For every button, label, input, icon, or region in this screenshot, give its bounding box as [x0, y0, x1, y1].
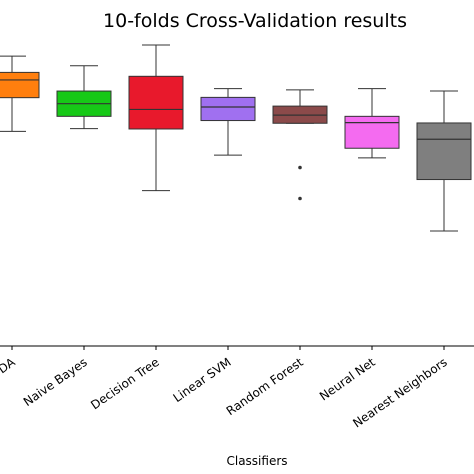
- x-tick-label: Naive Bayes: [21, 355, 90, 409]
- outlier-point: [298, 165, 302, 170]
- x-tick-label: Random Forest: [224, 355, 306, 418]
- box-iqr: [416, 122, 472, 181]
- x-axis-label: Classifiers: [226, 454, 287, 468]
- box-linear-svm: [200, 88, 256, 156]
- box-lda: [0, 55, 40, 132]
- box-iqr: [128, 75, 184, 130]
- box-random-forest: [272, 89, 328, 201]
- box-iqr: [200, 96, 256, 122]
- x-tick-label: DA: [0, 355, 18, 377]
- box-series: [0, 44, 472, 232]
- box-iqr: [344, 115, 400, 149]
- x-tick-label: Linear SVM: [171, 355, 234, 405]
- box-iqr: [0, 71, 40, 99]
- box-nearest-neighbors: [416, 90, 472, 232]
- outlier-point: [298, 196, 302, 201]
- chart-title: 10-folds Cross-Validation results: [103, 10, 407, 32]
- x-tick-label: Decision Tree: [88, 355, 161, 412]
- box-neural-net: [344, 88, 400, 159]
- box-naive-bayes: [56, 65, 112, 130]
- box-decision-tree: [128, 44, 184, 192]
- x-tick-label: Neural Net: [317, 355, 378, 404]
